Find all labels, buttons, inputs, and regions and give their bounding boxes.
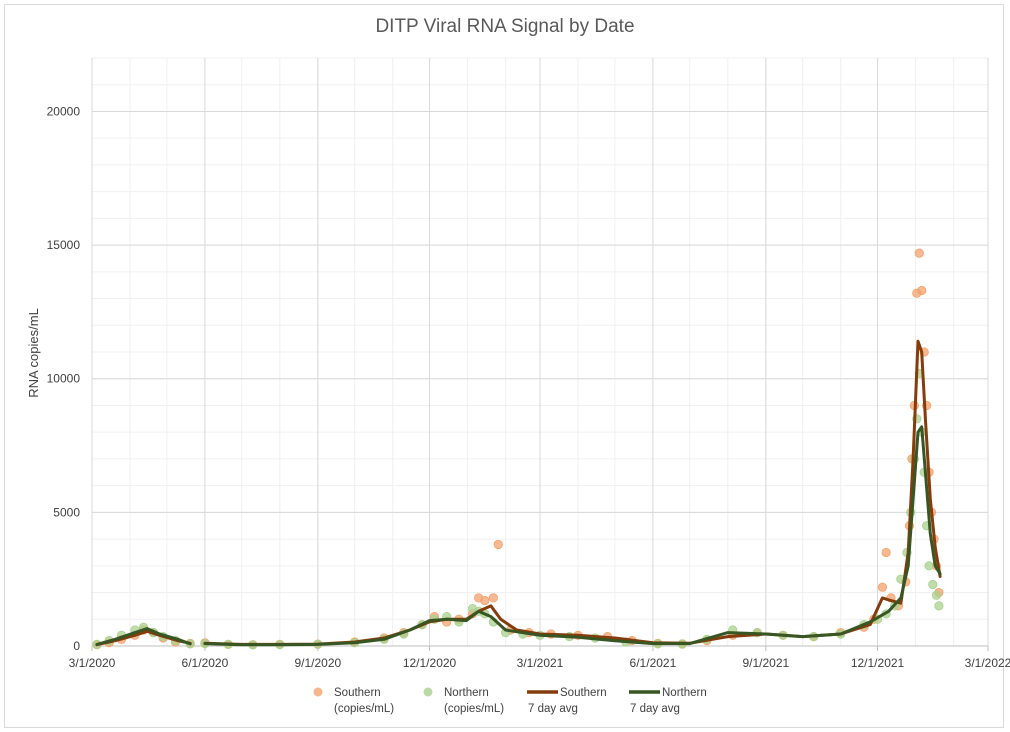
legend-label-line1: Northern [662, 687, 707, 699]
chart-frame [4, 4, 1004, 728]
data-point [877, 582, 888, 592]
legend-marker [313, 687, 323, 697]
y-tick-label: 10000 [47, 372, 81, 386]
series-southern-copies-ml- [92, 248, 944, 650]
legend-item: Northern 7 day avg [629, 687, 707, 715]
legend-item: Southern 7 day avg [527, 687, 607, 715]
x-tick-label: 3/1/2022 [965, 656, 1010, 670]
series-line [95, 627, 192, 646]
legend-label-line1: Southern [560, 687, 607, 699]
data-point [924, 561, 934, 571]
legend-label-line1: Southern [334, 687, 381, 699]
legend-label-line1: Northern [444, 687, 489, 699]
x-tick-label: 12/1/2020 [403, 656, 457, 670]
series-southern-7-day-avg [95, 339, 942, 647]
y-tick-label: 15000 [47, 238, 81, 252]
legend-label-line2: (copies/mL) [444, 703, 504, 715]
series-line [203, 339, 942, 646]
data-point [881, 547, 891, 558]
data-point [914, 248, 924, 258]
legend-label-line2: (copies/mL) [334, 703, 394, 715]
data-point [934, 601, 944, 611]
axes: 0 5000 10000 15000 20000 3/1/2020 6/1/2020 9/1/… [47, 104, 1010, 670]
x-tick-label: 6/1/2020 [182, 656, 229, 670]
series-northern-copies-ml- [92, 368, 944, 650]
data-point [917, 285, 927, 296]
legend-label-line2: 7 day avg [630, 703, 680, 715]
data-point [493, 539, 503, 550]
data-point [931, 590, 942, 600]
legend-item: Southern (copies/mL) [313, 687, 394, 715]
x-tick-label: 12/1/2021 [851, 656, 905, 670]
y-tick-label: 20000 [47, 104, 81, 118]
line-series [95, 339, 942, 647]
scatter-series [92, 248, 944, 650]
grid [91, 57, 989, 647]
y-tick-label: 5000 [53, 505, 80, 519]
legend: Southern(copies/mL)Northern(copies/mL)So… [313, 687, 707, 715]
series-northern-7-day-avg [95, 425, 942, 647]
legend-label-line2: 7 day avg [528, 703, 578, 715]
data-point [480, 595, 490, 606]
x-tick-label: 3/1/2020 [69, 656, 116, 670]
legend-marker [423, 687, 433, 697]
series-line [203, 425, 942, 647]
y-axis-label: RNA copies/mL [26, 308, 41, 398]
chart-title: DITP Viral RNA Signal by Date [375, 16, 635, 37]
data-point [928, 579, 938, 590]
x-tick-label: 6/1/2021 [630, 656, 677, 670]
x-tick-label: 9/1/2021 [742, 656, 789, 670]
legend-item: Northern (copies/mL) [423, 687, 504, 715]
y-tick-label: 0 [73, 639, 80, 653]
x-tick-label: 9/1/2020 [294, 656, 341, 670]
data-point [488, 593, 498, 603]
x-tick-label: 3/1/2021 [517, 656, 564, 670]
